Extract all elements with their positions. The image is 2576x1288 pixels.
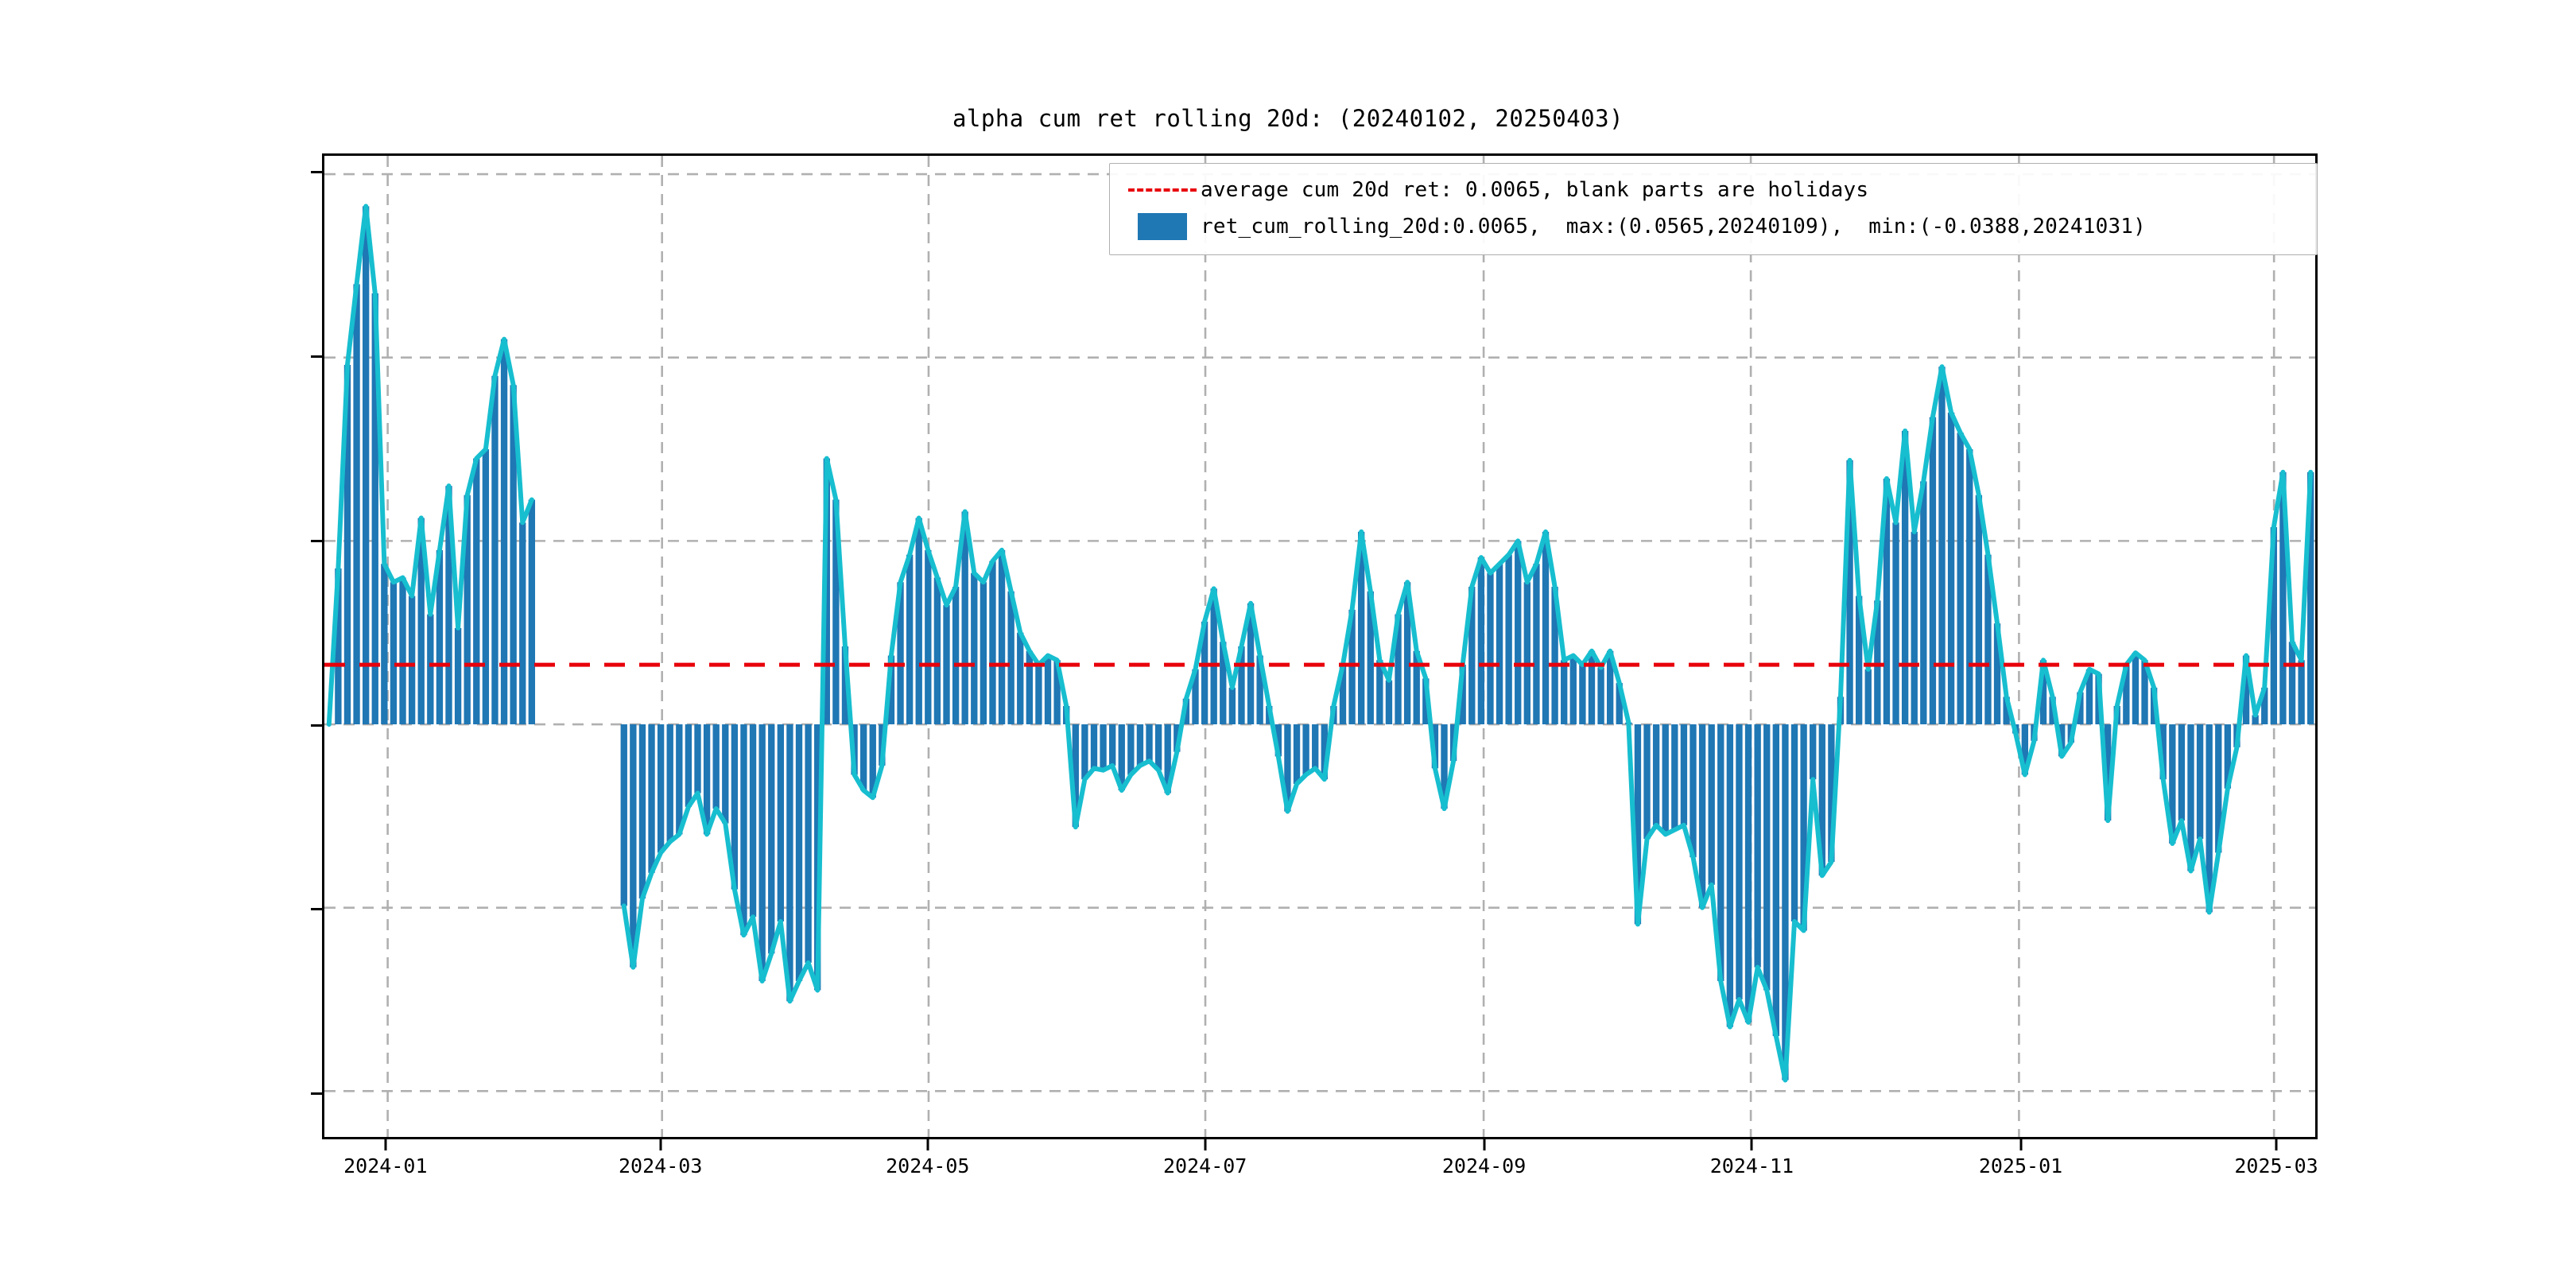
- legend-entry-average: average cum 20d ret: 0.0065, blank parts…: [1124, 172, 2302, 208]
- x-axis-tick-mark: [384, 1139, 387, 1150]
- chart-legend: average cum 20d ret: 0.0065, blank parts…: [1109, 163, 2318, 255]
- legend-label-series: ret_cum_rolling_20d:0.0065, max:(0.0565,…: [1201, 215, 2146, 239]
- y-axis-tick-mark: [311, 171, 322, 174]
- bar-patch-icon: [1124, 213, 1201, 240]
- legend-entry-series: ret_cum_rolling_20d:0.0065, max:(0.0565,…: [1124, 208, 2302, 245]
- x-axis-tick-label: 2024-05: [886, 1154, 970, 1177]
- y-axis-tick-mark: [311, 539, 322, 542]
- y-axis-tick-mark: [311, 355, 322, 358]
- x-axis-tick-mark: [1750, 1139, 1753, 1150]
- plot-canvas: [324, 156, 2315, 1137]
- x-axis-tick-mark: [2019, 1139, 2022, 1150]
- x-axis-tick-mark: [659, 1139, 662, 1150]
- chart-title: alpha cum ret rolling 20d: (20240102, 20…: [952, 105, 1624, 132]
- plot-area: [322, 153, 2318, 1139]
- x-axis-tick-mark: [2275, 1139, 2278, 1150]
- x-axis-tick-label: 2024-11: [1709, 1154, 1794, 1177]
- x-axis-tick-mark: [1204, 1139, 1207, 1150]
- x-axis-tick-label: 2024-01: [343, 1154, 428, 1177]
- dashed-line-icon: [1124, 188, 1201, 192]
- x-axis-tick-label: 2024-07: [1162, 1154, 1247, 1177]
- x-axis-tick-label: 2025-01: [1978, 1154, 2063, 1177]
- y-axis-tick-mark: [311, 724, 322, 727]
- legend-label-average: average cum 20d ret: 0.0065, blank parts…: [1201, 178, 1869, 202]
- x-axis-tick-mark: [926, 1139, 929, 1150]
- y-axis-tick-mark: [311, 908, 322, 911]
- x-axis-tick-label: 2024-03: [619, 1154, 703, 1177]
- y-axis-tick-mark: [311, 1092, 322, 1096]
- x-axis-tick-label: 2024-09: [1441, 1154, 1527, 1177]
- x-axis-tick-mark: [1483, 1139, 1486, 1150]
- x-axis-tick-label: 2025-03: [2234, 1154, 2318, 1177]
